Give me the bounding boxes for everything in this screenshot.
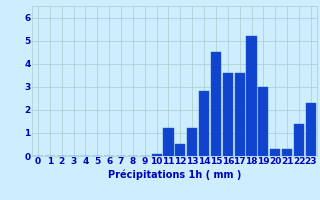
- Bar: [199, 91, 209, 156]
- Bar: [211, 52, 221, 156]
- Bar: [223, 73, 233, 156]
- Bar: [175, 144, 185, 156]
- Bar: [282, 149, 292, 156]
- X-axis label: Précipitations 1h ( mm ): Précipitations 1h ( mm ): [108, 169, 241, 180]
- Bar: [187, 128, 197, 156]
- Bar: [235, 73, 245, 156]
- Bar: [306, 103, 316, 156]
- Bar: [270, 149, 280, 156]
- Bar: [294, 124, 304, 156]
- Bar: [258, 87, 268, 156]
- Bar: [164, 128, 173, 156]
- Bar: [246, 36, 257, 156]
- Bar: [152, 154, 162, 156]
